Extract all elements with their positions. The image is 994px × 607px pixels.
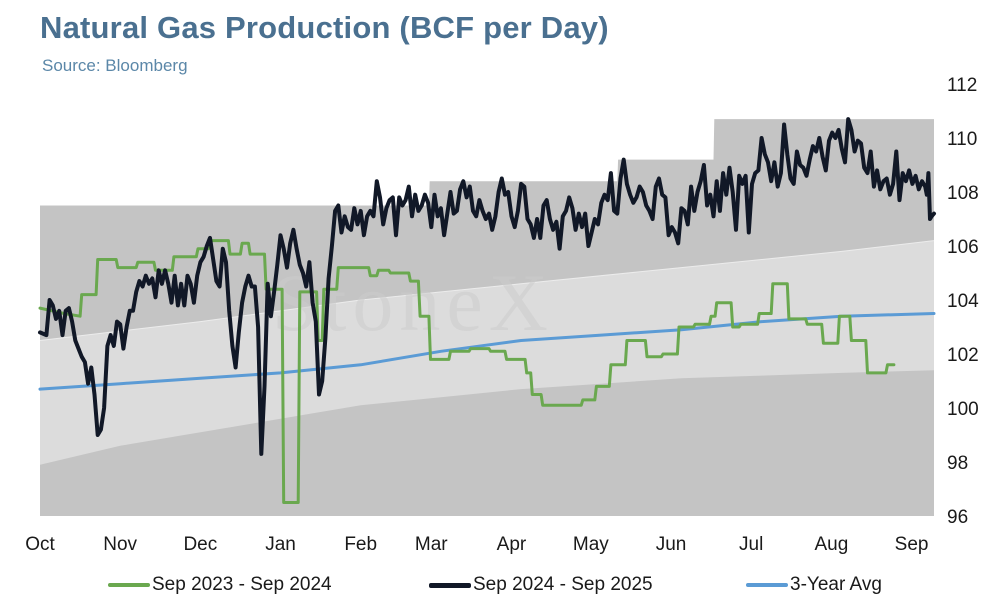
x-axis: Oct Nov Dec Jan Feb Mar Apr May Jun Jul Aug Sep — [25, 534, 928, 555]
x-tick-label: Dec — [183, 534, 217, 555]
legend-swatch-3-year-avg — [746, 583, 788, 587]
legend-label-2024-2025: Sep 2024 - Sep 2025 — [473, 574, 653, 595]
y-axis: 96 98 100 102 104 106 108 110 112 — [947, 75, 979, 528]
series-line-3-year-avg — [38, 312, 936, 391]
x-tick-label: Jul — [739, 534, 763, 555]
legend-swatch-2023-2024 — [108, 583, 150, 587]
y-tick-label: 106 — [947, 237, 979, 258]
x-tick-label: Nov — [103, 534, 137, 555]
y-tick-label: 98 — [947, 453, 968, 474]
x-tick-label: Oct — [25, 534, 55, 555]
legend-item-2023-2024: Sep 2023 - Sep 2024 — [108, 574, 332, 596]
y-tick-label: 102 — [947, 345, 979, 366]
y-tick-label: 104 — [947, 291, 979, 312]
legend-item-3-year-avg: 3-Year Avg — [746, 574, 882, 596]
x-tick-label: Aug — [814, 534, 848, 555]
y-tick-label: 100 — [947, 399, 979, 420]
legend-label-3-year-avg: 3-Year Avg — [790, 574, 882, 595]
x-tick-label: Jan — [265, 534, 296, 555]
y-tick-label: 112 — [947, 75, 977, 96]
x-tick-label: Apr — [497, 534, 527, 555]
chart-legend: Sep 2023 - Sep 2024 Sep 2024 - Sep 2025 … — [0, 574, 994, 602]
chart-subtitle: Source: Bloomberg — [42, 56, 188, 75]
x-tick-label: Mar — [415, 534, 448, 555]
x-tick-label: Jun — [656, 534, 687, 555]
series-lines — [38, 117, 936, 504]
series-line-2024-2025 — [38, 117, 936, 456]
y-tick-label: 108 — [947, 183, 979, 204]
legend-label-2023-2024: Sep 2023 - Sep 2024 — [152, 574, 332, 595]
legend-swatch-2024-2025 — [429, 582, 471, 588]
x-tick-label: Sep — [895, 534, 929, 555]
range-band-inner-edge — [39, 240, 935, 341]
y-tick-label: 96 — [947, 507, 968, 528]
y-tick-label: 110 — [947, 129, 977, 150]
chart-title: Natural Gas Production (BCF per Day) — [40, 10, 609, 45]
legend-item-2024-2025: Sep 2024 - Sep 2025 — [429, 574, 653, 596]
x-tick-label: Feb — [344, 534, 377, 555]
x-tick-label: May — [573, 534, 609, 555]
